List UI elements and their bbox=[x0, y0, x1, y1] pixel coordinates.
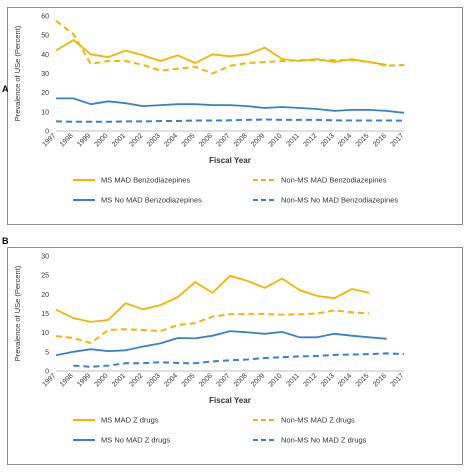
x-tick-label: 2010 bbox=[268, 372, 284, 388]
x-tick-label: 2004 bbox=[163, 132, 179, 148]
y-tick-label: 15 bbox=[41, 311, 49, 318]
x-tick-label: 1998 bbox=[59, 132, 75, 148]
x-tick-label: 2007 bbox=[215, 132, 231, 148]
legend-label-2: Non-MS MAD Benzodiazepines bbox=[281, 176, 387, 185]
x-tick-label: 2009 bbox=[250, 372, 266, 388]
x-tick-label: 2003 bbox=[146, 372, 162, 388]
series-line-4 bbox=[73, 352, 405, 368]
x-tick-label: 2007 bbox=[215, 372, 231, 388]
x-tick-label: 2017 bbox=[389, 372, 405, 388]
x-tick-label: 2009 bbox=[250, 132, 266, 148]
x-tick-label: 2002 bbox=[128, 372, 144, 388]
legend-label-3: MS No MAD Benzodiazepines bbox=[101, 196, 202, 205]
x-tick-label: 2008 bbox=[233, 132, 249, 148]
x-tick-label: 2016 bbox=[372, 372, 388, 388]
x-tick-label: 1997 bbox=[41, 372, 57, 388]
panel-letter-a: A bbox=[2, 84, 9, 94]
y-tick-label: 40 bbox=[41, 52, 49, 59]
y-tick-label: 60 bbox=[41, 14, 49, 21]
series-line-1 bbox=[55, 39, 387, 66]
chart-panel-a: 0 10 20 30 40 50 60 1997 1998 1999 2000 2001 2002 200… bbox=[7, 7, 463, 225]
y-tick-label: 10 bbox=[41, 109, 49, 116]
x-tick-label: 2001 bbox=[111, 372, 127, 388]
x-tick-label: 2015 bbox=[355, 132, 371, 148]
x-tick-label: 1997 bbox=[41, 132, 57, 148]
x-axis-title: Fiscal Year bbox=[209, 396, 251, 405]
x-tick-label: 2002 bbox=[128, 132, 144, 148]
y-tick-label: 30 bbox=[41, 254, 49, 261]
y-tick-label: 30 bbox=[41, 71, 49, 78]
x-tick-label: 2010 bbox=[268, 132, 284, 148]
y-tick-label: 10 bbox=[41, 330, 49, 337]
series-line-4 bbox=[55, 118, 405, 123]
x-tick-label: 2000 bbox=[94, 372, 110, 388]
legend-label-2: Non-MS MAD Z drugs bbox=[281, 416, 355, 425]
y-tick-label: 20 bbox=[41, 292, 49, 299]
chart-panel-b: 0 5 10 15 20 25 30 1997 1998 1999 2000 2001 2002 2003… bbox=[7, 247, 463, 465]
x-tick-label: 2012 bbox=[302, 132, 318, 148]
x-tick-label: 2011 bbox=[285, 372, 301, 388]
x-tick-label: 1998 bbox=[59, 372, 75, 388]
y-axis-title: Prevalence of USe (Percent) bbox=[13, 265, 22, 361]
legend-label-4: Non-MS No MAD Benzodiazepines bbox=[281, 196, 398, 205]
x-tick-label: 2005 bbox=[181, 132, 197, 148]
x-tick-label: 2006 bbox=[198, 372, 214, 388]
x-tick-label: 2013 bbox=[320, 132, 336, 148]
series-line-2 bbox=[55, 309, 370, 344]
series-line-2 bbox=[55, 20, 405, 75]
x-tick-label: 2012 bbox=[302, 372, 318, 388]
x-tick-label: 2016 bbox=[372, 132, 388, 148]
x-tick-label: 1999 bbox=[76, 132, 92, 148]
x-tick-label: 2008 bbox=[233, 372, 249, 388]
legend-label-4: Non-MS No MAD Z drugs bbox=[281, 436, 367, 445]
y-tick-label: 50 bbox=[41, 33, 49, 40]
x-tick-label: 2003 bbox=[146, 132, 162, 148]
x-tick-label: 2001 bbox=[111, 132, 127, 148]
series-line-3 bbox=[55, 330, 387, 357]
panel-letter-b: B bbox=[2, 236, 9, 246]
y-tick-label: 20 bbox=[41, 90, 49, 97]
x-tick-label: 2017 bbox=[389, 132, 405, 148]
x-axis-title: Fiscal Year bbox=[209, 156, 251, 165]
legend-label-3: MS No MAD Z drugs bbox=[101, 436, 170, 445]
x-tick-label: 2013 bbox=[320, 372, 336, 388]
x-tick-label: 2014 bbox=[337, 372, 353, 388]
series-line-1 bbox=[55, 275, 370, 323]
legend-label-1: MS MAD Z drugs bbox=[101, 416, 159, 425]
x-tick-label: 2000 bbox=[94, 132, 110, 148]
x-tick-label: 2004 bbox=[163, 372, 179, 388]
x-tick-label: 2006 bbox=[198, 132, 214, 148]
x-tick-label: 2014 bbox=[337, 132, 353, 148]
y-axis-title: Prevalence of USe (Percent) bbox=[13, 25, 22, 121]
x-tick-label: 2015 bbox=[355, 372, 371, 388]
x-tick-label: 2005 bbox=[181, 372, 197, 388]
series-line-3 bbox=[56, 97, 405, 114]
y-tick-label: 25 bbox=[41, 273, 49, 280]
x-tick-label: 2011 bbox=[285, 132, 301, 148]
chart-b-svg: 0 5 10 15 20 25 30 1997 1998 1999 2000 2001 2002 2003… bbox=[13, 254, 405, 445]
legend-label-1: MS MAD Benzodiazepines bbox=[101, 176, 190, 185]
y-tick-label: 5 bbox=[45, 349, 49, 356]
x-tick-label: 1999 bbox=[76, 372, 92, 388]
y-tick-label: 0 bbox=[45, 129, 49, 136]
y-tick-label: 0 bbox=[45, 369, 49, 376]
